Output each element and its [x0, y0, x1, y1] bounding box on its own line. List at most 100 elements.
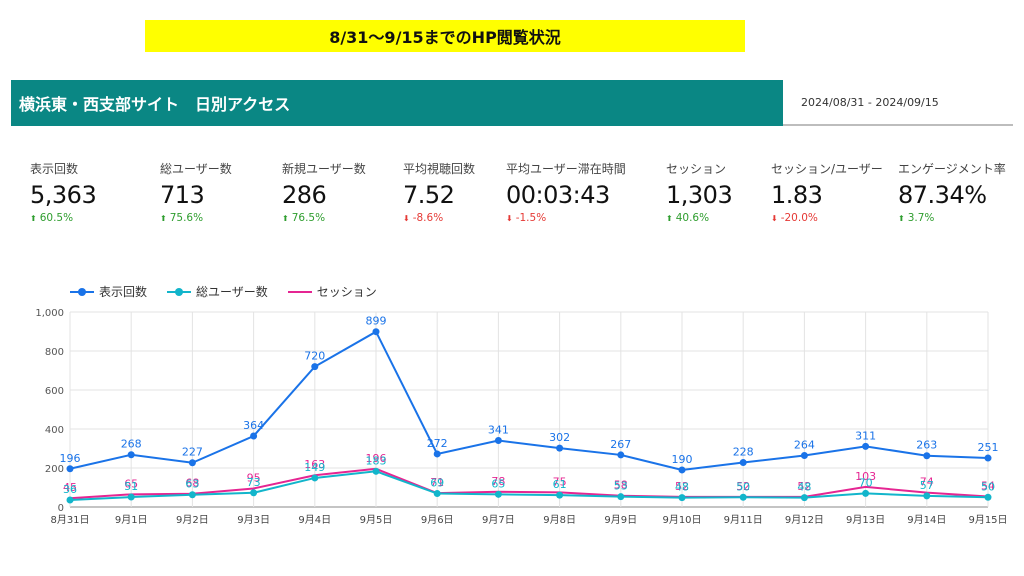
- arrow-down-icon: ⬇: [403, 214, 410, 223]
- data-point: [311, 474, 319, 482]
- data-label: 48: [797, 481, 811, 494]
- data-point: [862, 489, 870, 497]
- metric-sessions-per-user: セッション/ユーザー 1.83 ⬇ -20.0%: [771, 160, 883, 224]
- data-point: [923, 452, 931, 460]
- data-point: [250, 432, 258, 440]
- data-label: 73: [247, 476, 261, 489]
- metric-delta-value: 75.6%: [169, 212, 204, 224]
- data-label: 65: [491, 477, 505, 490]
- data-point: [923, 492, 931, 500]
- data-label: 71: [430, 476, 444, 489]
- data-point: [127, 493, 135, 501]
- metric-delta: ⬆ 75.6%: [160, 212, 232, 224]
- x-tick-label: 9月13日: [846, 514, 885, 526]
- metric-delta: ⬇ -1.5%: [506, 212, 626, 224]
- y-tick-label: 1,000: [35, 308, 64, 319]
- data-label: 52: [675, 480, 689, 493]
- x-tick-label: 9月6日: [421, 514, 454, 526]
- date-range-text: 2024/08/31 - 2024/09/15: [801, 95, 939, 109]
- arrow-up-icon: ⬆: [666, 214, 673, 223]
- x-tick-label: 9月15日: [968, 514, 1007, 526]
- metric-delta-value: -1.5%: [515, 212, 547, 224]
- y-tick-label: 800: [45, 347, 64, 358]
- date-range-picker[interactable]: 2024/08/31 - 2024/09/15: [783, 80, 1013, 126]
- metric-delta-value: 76.5%: [291, 212, 326, 224]
- arrow-up-icon: ⬆: [160, 214, 167, 223]
- metric-avg-engagement-time: 平均ユーザー滞在時間 00:03:43 ⬇ -1.5%: [506, 160, 626, 224]
- legend-item-sessions[interactable]: セッション: [287, 283, 377, 300]
- x-tick-label: 9月3日: [237, 514, 270, 526]
- data-label: 63: [185, 478, 199, 491]
- data-label: 720: [304, 350, 325, 363]
- data-point: [556, 444, 564, 452]
- data-label: 196: [366, 452, 387, 465]
- daily-access-line-chart: 0 200 400 600 800 1,000 8月31日 9月1日 9月2日 9月3日 9月4日 9…: [35, 308, 1007, 526]
- legend-item-page-views[interactable]: 表示回数: [70, 283, 147, 300]
- data-point: [372, 467, 380, 475]
- x-tick-label: 9月9日: [604, 514, 637, 526]
- data-label: 78: [491, 475, 505, 488]
- data-label: 75: [553, 475, 567, 488]
- data-label: 51: [124, 480, 138, 493]
- data-label: 263: [916, 439, 937, 452]
- data-point: [433, 450, 441, 458]
- chart-legend: 表示回数 総ユーザー数 セッション: [70, 283, 377, 300]
- y-tick-label: 200: [45, 464, 64, 475]
- y-tick-label: 400: [45, 425, 64, 436]
- metric-delta: ⬆ 60.5%: [30, 212, 96, 224]
- metric-value: 286: [282, 181, 327, 209]
- data-label: 228: [733, 446, 754, 459]
- metric-value: 1.83: [771, 181, 823, 209]
- data-point: [494, 490, 502, 498]
- metric-engagement-rate: エンゲージメント率 87.34% ⬆ 3.7%: [898, 160, 1006, 224]
- legend-item-total-users[interactable]: 総ユーザー数: [167, 283, 268, 300]
- data-label: 74: [920, 476, 934, 489]
- data-point: [494, 437, 502, 445]
- data-point: [984, 454, 992, 462]
- x-tick-label: 9月11日: [724, 514, 763, 526]
- metric-delta: ⬇ -8.6%: [403, 212, 475, 224]
- data-label: 58: [614, 479, 628, 492]
- data-label: 52: [736, 480, 750, 493]
- legend-label: 表示回数: [99, 285, 148, 299]
- metrics-scorecards: 表示回数 5,363 ⬆ 60.5% 総ユーザー数 713 ⬆ 75.6% 新規ユー…: [0, 160, 1024, 240]
- x-tick-label: 9月5日: [360, 514, 393, 526]
- data-label: 52: [797, 480, 811, 493]
- arrow-down-icon: ⬇: [506, 214, 513, 223]
- data-label: 103: [855, 470, 876, 483]
- data-label: 53: [614, 480, 628, 493]
- metric-delta: ⬆ 40.6%: [666, 212, 732, 224]
- x-tick-label: 9月7日: [482, 514, 515, 526]
- data-label: 251: [978, 441, 999, 454]
- data-label: 68: [185, 477, 199, 490]
- data-label: 69: [430, 477, 444, 490]
- data-label: 65: [124, 477, 138, 490]
- metric-label: 総ユーザー数: [160, 162, 232, 176]
- metric-label: セッション: [666, 162, 727, 176]
- data-label: 196: [60, 452, 81, 465]
- data-point: [433, 490, 441, 498]
- data-label: 57: [920, 479, 934, 492]
- x-tick-label: 9月12日: [785, 514, 824, 526]
- data-label: 50: [736, 480, 750, 493]
- data-label: 272: [427, 437, 448, 450]
- page-title: 横浜東・西支部サイト 日別アクセス: [19, 95, 291, 114]
- arrow-up-icon: ⬆: [30, 214, 37, 223]
- data-label: 45: [63, 481, 77, 494]
- metric-total-users: 総ユーザー数 713 ⬆ 75.6%: [160, 160, 232, 224]
- y-tick-label: 600: [45, 386, 64, 397]
- data-point: [862, 442, 870, 450]
- data-label: 190: [672, 453, 693, 466]
- metric-label: 表示回数: [30, 162, 79, 176]
- data-label: 61: [553, 478, 567, 491]
- metric-value: 87.34%: [898, 181, 987, 209]
- metric-value: 00:03:43: [506, 181, 610, 209]
- data-label: 267: [610, 438, 631, 451]
- data-label: 264: [794, 439, 815, 452]
- metric-delta-value: -8.6%: [412, 212, 444, 224]
- x-tick-label: 9月1日: [115, 514, 148, 526]
- arrow-up-icon: ⬆: [282, 214, 289, 223]
- metric-delta-value: 3.7%: [907, 212, 935, 224]
- metric-label: 平均視聴回数: [403, 162, 476, 176]
- data-point: [617, 493, 625, 501]
